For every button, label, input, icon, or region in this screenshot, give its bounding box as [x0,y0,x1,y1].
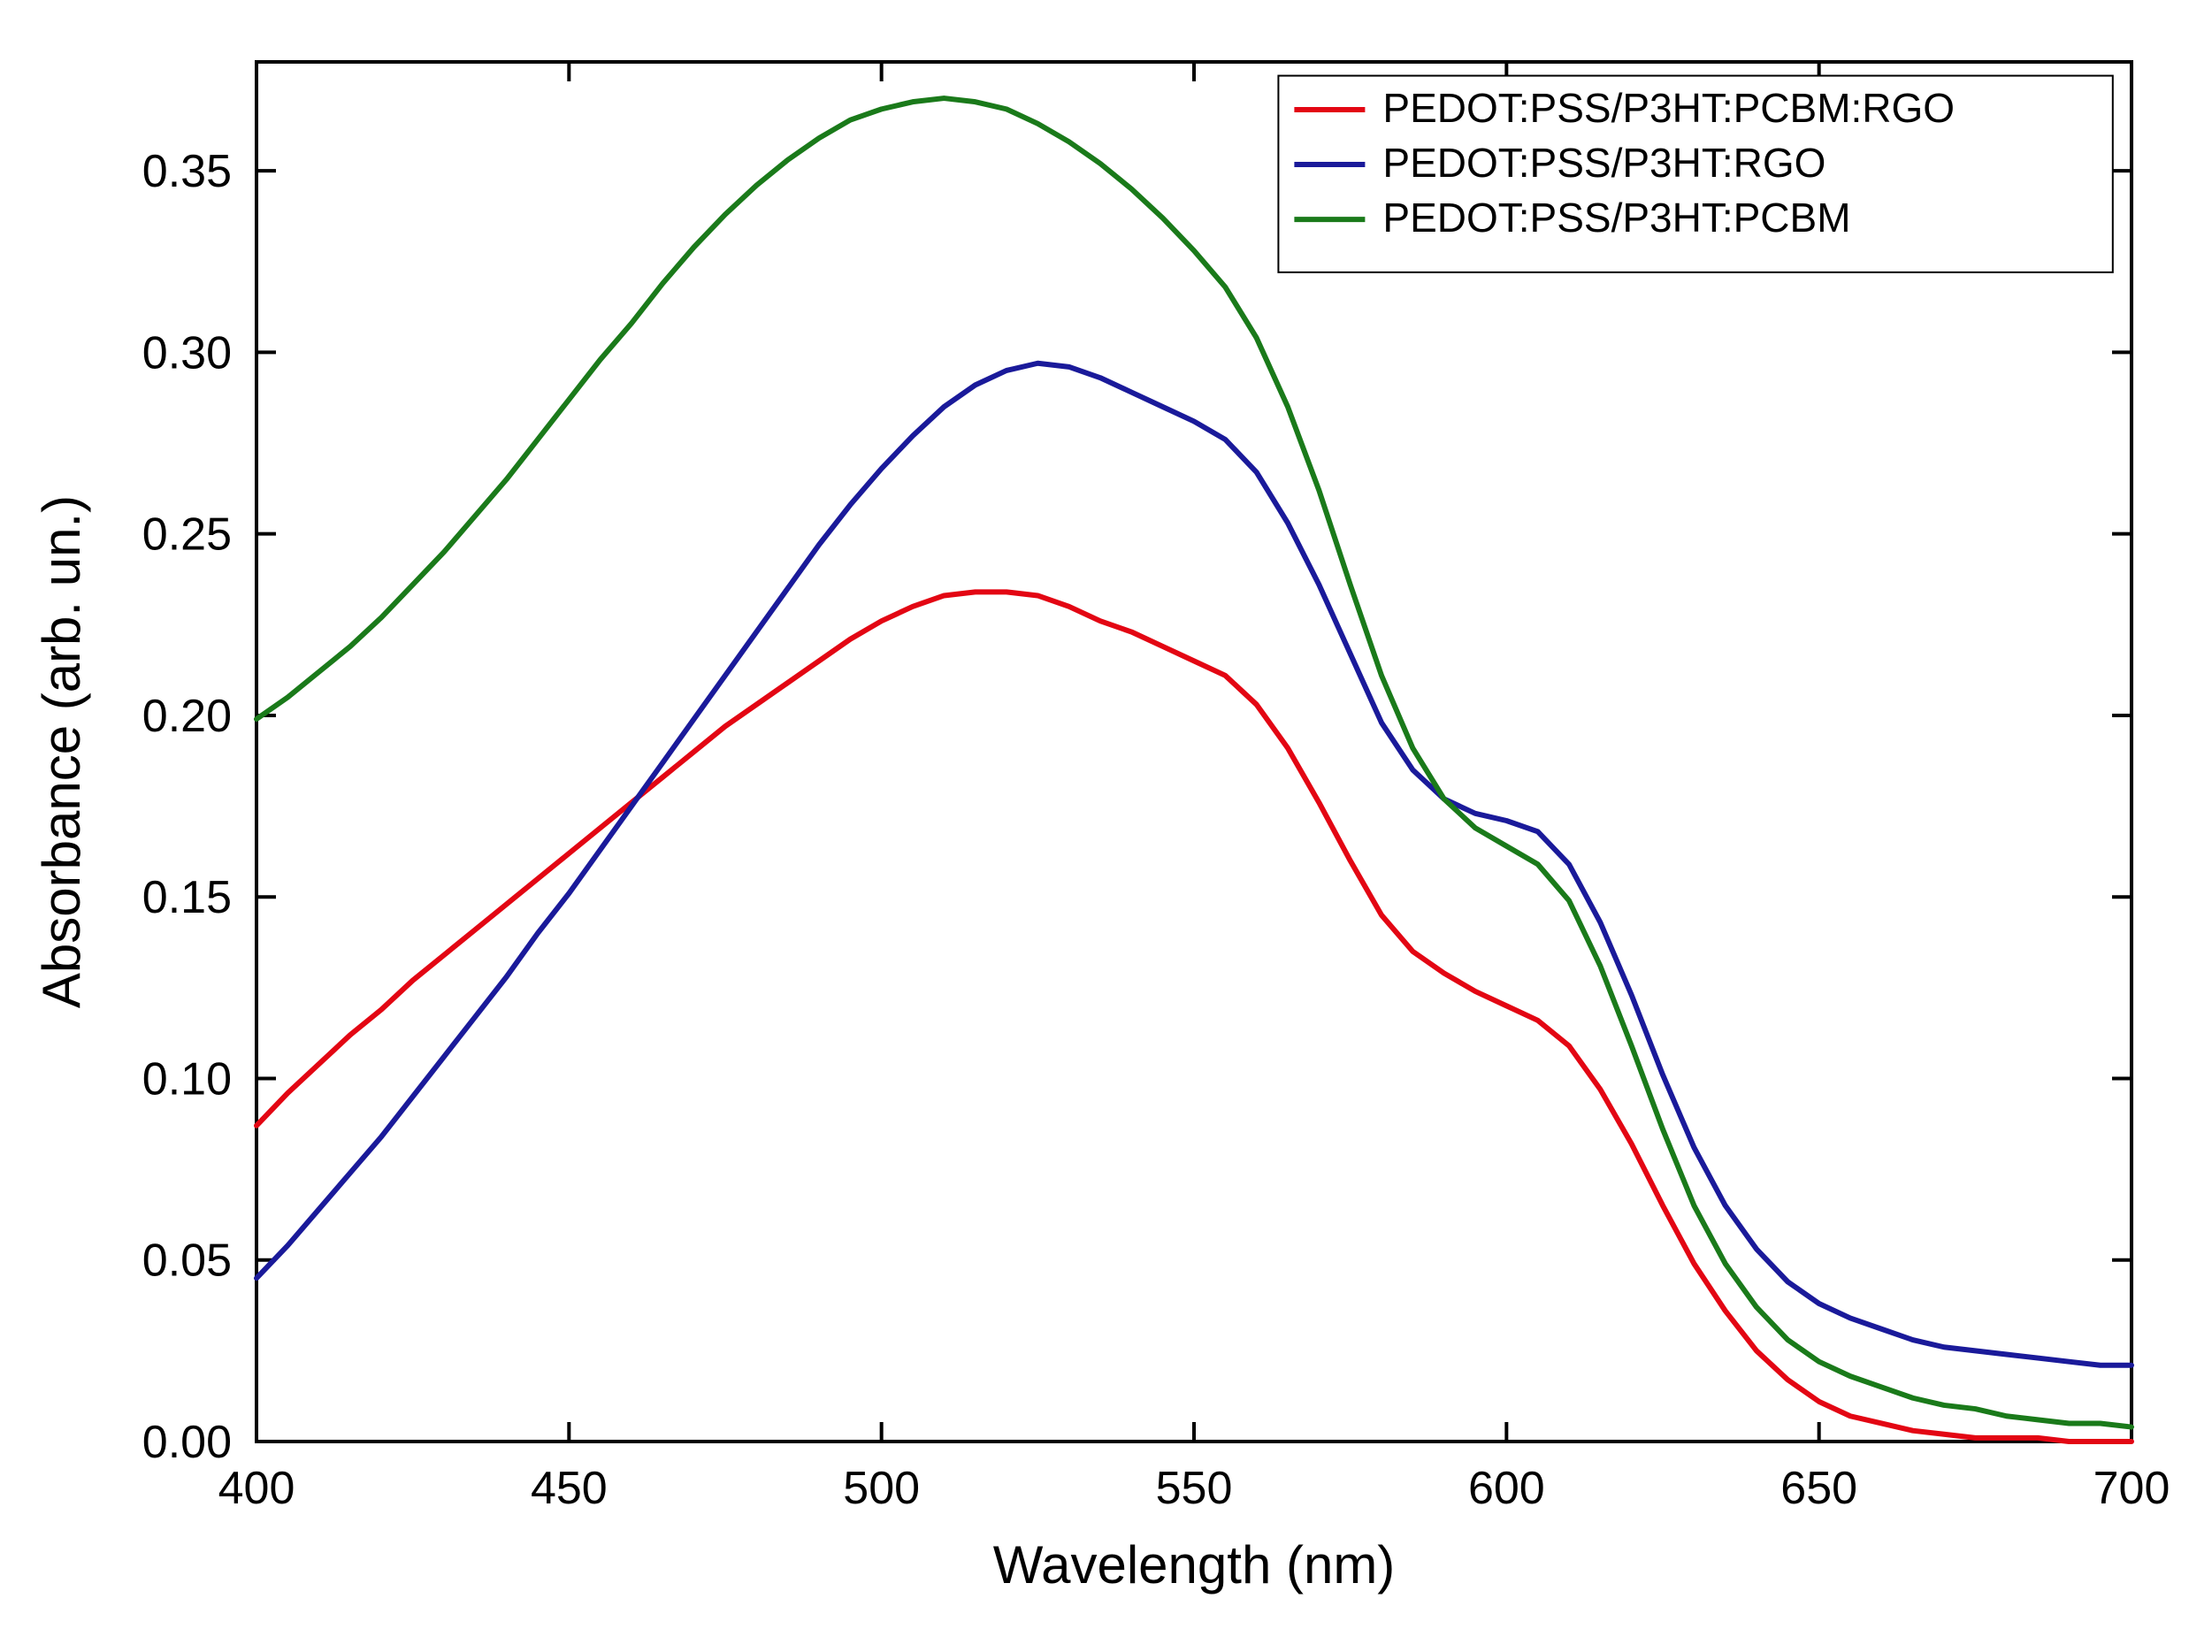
x-tick-label: 400 [218,1463,295,1514]
y-axis-label: Absorbance (arb. un.) [32,495,91,1008]
x-tick-label: 700 [2093,1463,2170,1514]
y-tick-label: 0.35 [142,146,232,197]
y-tick-label: 0.15 [142,872,232,923]
legend-label: PEDOT:PSS/P3HT:RGO [1382,140,1825,186]
y-tick-label: 0.20 [142,691,232,742]
x-tick-label: 550 [1156,1463,1233,1514]
y-tick-label: 0.25 [142,509,232,561]
y-tick-label: 0.05 [142,1235,232,1287]
x-axis-label: Wavelength (nm) [993,1535,1396,1595]
x-tick-label: 450 [531,1463,608,1514]
x-tick-label: 500 [843,1463,920,1514]
y-tick-label: 0.30 [142,327,232,379]
chart-svg: 400 450 500 550 600 650 700 0.00 0.05 0.10 0.15 0.2… [0,0,2212,1652]
legend-label: PEDOT:PSS/P3HT:PCBM [1382,195,1850,241]
y-tick-label: 0.10 [142,1053,232,1105]
y-tick-label: 0.00 [142,1417,232,1468]
absorbance-chart: 400 450 500 550 600 650 700 0.00 0.05 0.10 0.15 0.2… [0,0,2212,1652]
x-tick-label: 650 [1780,1463,1857,1514]
legend: PEDOT:PSS/P3HT:PCBM:RGO PEDOT:PSS/P3HT:RG… [1278,76,2112,272]
legend-label: PEDOT:PSS/P3HT:PCBM:RGO [1382,85,1955,131]
x-tick-label: 600 [1468,1463,1545,1514]
